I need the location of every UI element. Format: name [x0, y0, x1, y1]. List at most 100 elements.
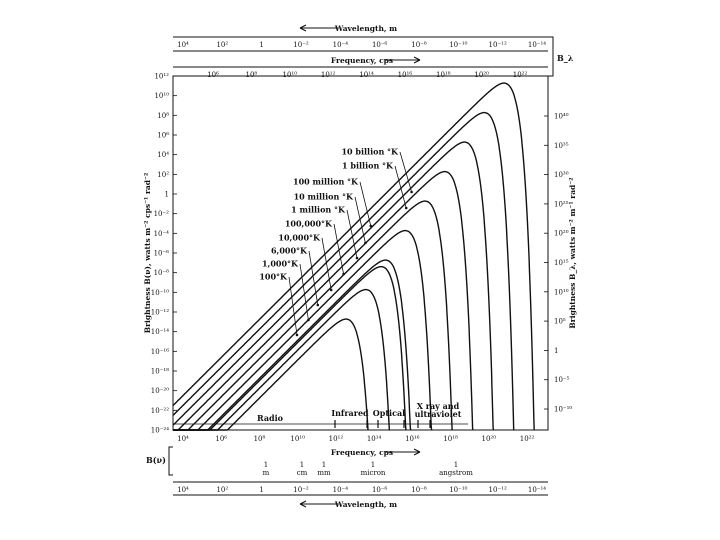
- top-frequency-tick: 10²²: [513, 71, 528, 79]
- curve-leader-line: [321, 237, 332, 291]
- top-wavelength-tick: 10⁻¹²: [489, 41, 507, 49]
- curve-leader-arrowhead: [404, 206, 408, 210]
- blackbody-curve-0: [172, 82, 535, 431]
- blackbody-curve-1: [172, 111, 515, 431]
- left-axis-tick: 10⁸: [157, 112, 169, 120]
- curve-leader-arrowhead: [410, 190, 413, 194]
- top-wavelength-title: Wavelength, m: [334, 24, 397, 33]
- bottom-frequency-tick: 10⁶: [215, 435, 227, 443]
- bottom-frequency-arrow-icon: [385, 448, 421, 456]
- bottom-wavelength-tick: 10⁻⁸: [411, 486, 427, 494]
- right-axis-tick: 10¹⁵: [554, 259, 569, 267]
- curve-label: 10,000°K: [278, 233, 321, 243]
- left-axis-tick: 10⁻¹⁰: [151, 289, 169, 297]
- curve-label: 6,000°K: [271, 246, 308, 256]
- generated-marks: 10⁴ 10² 1 10⁻² 10⁻⁴ 10⁻⁶ 10⁻⁸ 10⁻¹⁰ 10⁻¹² 10⁻¹⁴ 10…: [151, 41, 573, 494]
- bottom-side-label: B(ν): [146, 455, 166, 465]
- top-frequency-tick: 10¹⁴: [359, 71, 374, 79]
- unit-mark-unit: angstrom: [439, 469, 473, 477]
- curve-label: 100,000°K: [285, 219, 333, 229]
- curve-leader-arrowhead: [295, 333, 299, 337]
- blackbody-curve-5: [173, 229, 433, 431]
- left-axis-tick: 10⁻¹²: [151, 309, 169, 317]
- bottom-wavelength-tick: 10⁻¹²: [489, 486, 507, 494]
- bottom-frequency-tick: 10¹⁰: [290, 435, 305, 443]
- top-wavelength-arrow-icon: [299, 24, 338, 32]
- right-axis-tick: 10⁴⁰: [554, 113, 569, 121]
- bottom-wavelength-tick: 10⁻²: [293, 486, 309, 494]
- bottom-frequency-tick: 10¹²: [329, 435, 344, 443]
- curve-leader-arrowhead: [307, 318, 310, 322]
- left-axis-tick: 10¹²: [154, 73, 169, 81]
- bottom-wavelength-tick: 10⁻¹⁰: [449, 486, 467, 494]
- blackbody-curve-7: [173, 266, 407, 431]
- band-label: Optical: [373, 408, 405, 418]
- left-axis-tick: 1: [165, 191, 169, 199]
- curve-leader-arrowhead: [329, 288, 333, 292]
- unit-mark-unit: mm: [317, 469, 331, 477]
- top-wavelength-tick: 1: [259, 41, 263, 49]
- bottom-wavelength-tick: 10⁴: [177, 486, 189, 494]
- top-side-label: B_λ: [557, 53, 574, 63]
- top-wavelength-tick: 10⁻¹⁰: [449, 41, 467, 49]
- curve-label: 100 million °K: [293, 177, 359, 187]
- top-frequency-tick: 10¹⁸: [436, 71, 451, 79]
- curve-leader-line: [399, 151, 412, 193]
- curve-label: 1 million °K: [291, 205, 346, 215]
- bottom-wavelength-tick: 10⁻¹⁴: [528, 486, 546, 494]
- unit-mark-number: 1: [322, 461, 326, 469]
- bottom-frequency-tick: 10⁴: [177, 435, 189, 443]
- curve-label: 10 million °K: [294, 192, 354, 202]
- right-axis-tick: 10³⁰: [554, 171, 569, 179]
- blackbody-curve-3: [173, 170, 474, 431]
- curve-label: 1,000°K: [262, 259, 299, 269]
- top-frequency-tick: 10¹⁰: [282, 71, 297, 79]
- bottom-frequency-tick: 10²⁰: [482, 435, 497, 443]
- right-axis-tick: 10⁻⁵: [554, 376, 570, 384]
- bottom-frequency-tick: 10¹⁶: [405, 435, 420, 443]
- curve-leader-line: [333, 223, 344, 275]
- bottom-brace: [168, 446, 173, 476]
- left-axis-tick: 10⁻⁸: [154, 269, 170, 277]
- top-wavelength-tick: 10⁻⁶: [372, 41, 388, 49]
- band-label-line2: ultraviolet: [415, 409, 462, 419]
- curve-leader-line: [354, 196, 366, 244]
- bottom-wavelength-tick: 1: [259, 486, 263, 494]
- bottom-wavelength-tick: 10⁻⁶: [372, 486, 388, 494]
- bottom-frequency-title: Frequency, cps: [331, 448, 393, 457]
- unit-mark-unit: micron: [361, 469, 386, 477]
- top-frequency-tick: 10²⁰: [474, 71, 489, 79]
- unit-mark-number: 1: [300, 461, 304, 469]
- bottom-frequency-tick: 10¹⁸: [443, 435, 458, 443]
- top-frequency-title: Frequency, cps: [331, 56, 393, 65]
- left-axis-tick: 10⁻²: [154, 210, 170, 218]
- right-axis-tick: 10⁻¹⁰: [554, 406, 572, 414]
- bottom-wavelength-title: Wavelength, m: [334, 500, 397, 509]
- top-wavelength-tick: 10⁻²: [293, 41, 309, 49]
- top-wavelength-tick: 10⁻¹⁴: [528, 41, 546, 49]
- left-axis-tick: 10⁴: [157, 151, 169, 159]
- curve-leader-line: [394, 165, 407, 209]
- curve-label: 10 billion °K: [341, 147, 399, 157]
- right-axis-tick: 10¹⁰: [554, 288, 569, 296]
- unit-mark-unit: cm: [297, 469, 308, 477]
- top-frequency-tick: 10¹⁶: [398, 71, 413, 79]
- top-brace: [548, 36, 554, 77]
- curve-leader-arrowhead: [355, 256, 359, 260]
- curve-leader-arrowhead: [316, 303, 320, 307]
- left-axis-tick: 10⁻¹⁸: [151, 368, 169, 376]
- curve-leader-arrowhead: [369, 224, 373, 228]
- top-frequency-tick: 10¹²: [321, 71, 336, 79]
- left-axis-label: Brightness B(ν), watts m⁻² cps⁻¹ rad⁻²: [143, 173, 152, 334]
- blackbody-curve-6: [173, 259, 412, 431]
- curve-leader-line: [288, 276, 298, 336]
- blackbody-curve-2: [172, 141, 495, 431]
- right-axis-tick: 10²⁵: [554, 200, 569, 208]
- left-axis-tick: 10²: [157, 171, 169, 179]
- left-axis-tick: 10⁻²⁰: [151, 387, 169, 395]
- top-wavelength-tick: 10²: [216, 41, 228, 49]
- top-frequency-arrow-icon: [385, 56, 421, 64]
- top-wavelength-tick: 10⁴: [177, 41, 189, 49]
